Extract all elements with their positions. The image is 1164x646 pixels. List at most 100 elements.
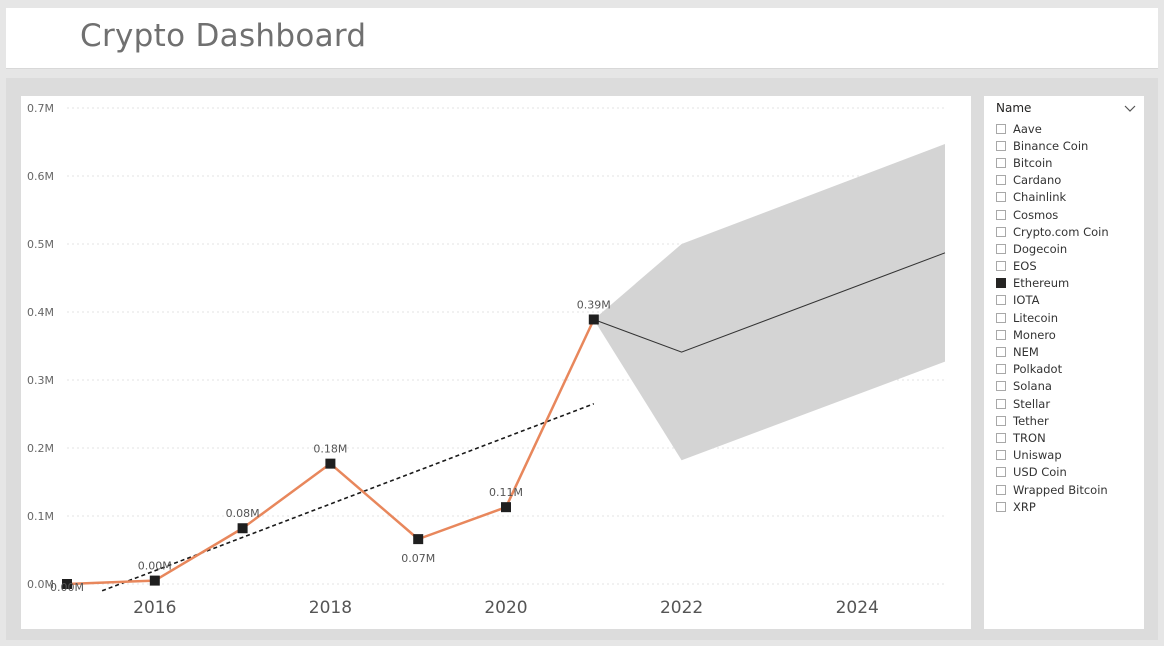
slicer-item-label: Stellar bbox=[1013, 396, 1051, 411]
checkbox[interactable] bbox=[996, 123, 1006, 134]
y-tick-label: 0.5M bbox=[27, 238, 54, 251]
data-label: 0.07M bbox=[401, 552, 435, 565]
slicer-item-label: Bitcoin bbox=[1013, 155, 1053, 170]
slicer-item-cosmos[interactable]: Cosmos bbox=[996, 206, 1144, 223]
forecast-confidence-band bbox=[593, 144, 945, 461]
slicer-item-ethereum[interactable]: Ethereum bbox=[996, 275, 1144, 292]
slicer-item-polkadot[interactable]: Polkadot bbox=[996, 361, 1144, 378]
x-tick-label: 2022 bbox=[660, 598, 703, 618]
data-label: 0.00M bbox=[50, 581, 84, 594]
data-point-marker bbox=[325, 458, 336, 469]
slicer-item-label: Aave bbox=[1013, 121, 1042, 136]
slicer-title: Name bbox=[996, 101, 1032, 115]
checkbox[interactable] bbox=[996, 484, 1006, 495]
checkbox[interactable] bbox=[996, 226, 1006, 237]
slicer-item-label: Uniswap bbox=[1013, 448, 1062, 463]
checkbox[interactable] bbox=[996, 432, 1006, 443]
data-label: 0.08M bbox=[226, 507, 260, 520]
x-tick-label: 2018 bbox=[309, 598, 352, 618]
x-tick-label: 2016 bbox=[133, 598, 176, 618]
slicer-item-xrp[interactable]: XRP bbox=[996, 498, 1144, 515]
slicer-item-label: TRON bbox=[1013, 430, 1046, 445]
slicer-list: Aave Binance Coin Bitcoin Cardano Chainlink C… bbox=[996, 120, 1144, 515]
data-point-marker bbox=[237, 523, 248, 534]
chart-svg: 0.0M 0.1M 0.2M 0.3M 0.4M 0.5M 0.6M 0.7M 2016 2018… bbox=[27, 102, 946, 618]
slicer-item-crypto-com-coin[interactable]: Crypto.com Coin bbox=[996, 223, 1144, 240]
slicer-item-label: USD Coin bbox=[1013, 465, 1067, 480]
slicer-item-chainlink[interactable]: Chainlink bbox=[996, 189, 1144, 206]
checkbox[interactable] bbox=[996, 312, 1006, 323]
checkbox[interactable] bbox=[996, 192, 1006, 203]
dashboard-title: Crypto Dashboard bbox=[80, 18, 367, 54]
checkbox[interactable] bbox=[996, 398, 1006, 409]
header-bar: Crypto Dashboard bbox=[6, 8, 1158, 69]
slicer-item-label: Cosmos bbox=[1013, 207, 1059, 222]
slicer-item-iota[interactable]: IOTA bbox=[996, 292, 1144, 309]
slicer-item-label: EOS bbox=[1013, 259, 1037, 274]
slicer-item-label: IOTA bbox=[1013, 293, 1040, 308]
x-tick-label: 2024 bbox=[836, 598, 879, 618]
x-tick-label: 2020 bbox=[484, 598, 527, 618]
y-tick-label: 0.3M bbox=[27, 374, 54, 387]
slicer-item-tether[interactable]: Tether bbox=[996, 412, 1144, 429]
checkbox[interactable] bbox=[996, 467, 1006, 478]
data-label: 0.11M bbox=[489, 486, 523, 499]
slicer-item-label: Ethereum bbox=[1013, 276, 1070, 291]
slicer-item-label: XRP bbox=[1013, 499, 1036, 514]
checkbox[interactable] bbox=[996, 364, 1006, 375]
slicer-item-label: Chainlink bbox=[1013, 190, 1067, 205]
y-tick-label: 0.0M bbox=[27, 578, 54, 591]
checkbox[interactable] bbox=[996, 157, 1006, 168]
slicer-item-cardano[interactable]: Cardano bbox=[996, 172, 1144, 189]
slicer-item-label: Litecoin bbox=[1013, 310, 1059, 325]
y-tick-label: 0.7M bbox=[27, 102, 54, 115]
data-point-marker bbox=[149, 575, 160, 586]
slicer-item-label: Polkadot bbox=[1013, 362, 1063, 377]
checkbox[interactable] bbox=[996, 415, 1006, 426]
slicer-item-label: Crypto.com Coin bbox=[1013, 224, 1109, 239]
slicer-item-label: Binance Coin bbox=[1013, 138, 1089, 153]
y-tick-label: 0.1M bbox=[27, 510, 54, 523]
forecast-line bbox=[593, 252, 946, 353]
data-point-marker bbox=[501, 502, 511, 513]
slicer-item-litecoin[interactable]: Litecoin bbox=[996, 309, 1144, 326]
slicer-item-bitcoin[interactable]: Bitcoin bbox=[996, 154, 1144, 171]
slicer-item-label: Tether bbox=[1013, 413, 1049, 428]
data-point-marker bbox=[62, 579, 72, 589]
slicer-item-tron[interactable]: TRON bbox=[996, 429, 1144, 446]
slicer-item-wrapped-bitcoin[interactable]: Wrapped Bitcoin bbox=[996, 481, 1144, 498]
checkbox[interactable] bbox=[996, 450, 1006, 461]
slicer-item-aave[interactable]: Aave bbox=[996, 120, 1144, 137]
data-label: 0.00M bbox=[138, 560, 172, 573]
line-chart-visual[interactable]: 0.0M 0.1M 0.2M 0.3M 0.4M 0.5M 0.6M 0.7M 2016 2018… bbox=[21, 96, 971, 629]
checkbox[interactable] bbox=[996, 501, 1006, 512]
checkbox[interactable] bbox=[996, 261, 1006, 272]
slicer-item-usd-coin[interactable]: USD Coin bbox=[996, 464, 1144, 481]
slicer-item-uniswap[interactable]: Uniswap bbox=[996, 447, 1144, 464]
slicer-item-monero[interactable]: Monero bbox=[996, 326, 1144, 343]
checkbox[interactable] bbox=[996, 278, 1006, 289]
checkbox[interactable] bbox=[996, 329, 1006, 340]
slicer-item-label: Monero bbox=[1013, 327, 1056, 342]
slicer-item-binance-coin[interactable]: Binance Coin bbox=[996, 137, 1144, 154]
slicer-item-eos[interactable]: EOS bbox=[996, 258, 1144, 275]
checkbox[interactable] bbox=[996, 347, 1006, 358]
y-tick-label: 0.4M bbox=[27, 306, 54, 319]
checkbox[interactable] bbox=[996, 295, 1006, 306]
slicer-header[interactable]: Name bbox=[996, 101, 1136, 117]
checkbox[interactable] bbox=[996, 243, 1006, 254]
data-label: 0.18M bbox=[313, 443, 347, 456]
name-slicer[interactable]: Name Aave Binance Coin Bitcoin Cardano Chain… bbox=[984, 96, 1144, 629]
slicer-item-stellar[interactable]: Stellar bbox=[996, 395, 1144, 412]
checkbox[interactable] bbox=[996, 381, 1006, 392]
slicer-item-label: Cardano bbox=[1013, 173, 1062, 188]
slicer-item-label: Dogecoin bbox=[1013, 241, 1068, 256]
slicer-item-nem[interactable]: NEM bbox=[996, 343, 1144, 360]
trend-line bbox=[101, 403, 595, 592]
slicer-item-solana[interactable]: Solana bbox=[996, 378, 1144, 395]
checkbox[interactable] bbox=[996, 209, 1006, 220]
checkbox[interactable] bbox=[996, 175, 1006, 186]
chevron-down-icon[interactable] bbox=[1124, 103, 1136, 113]
checkbox[interactable] bbox=[996, 140, 1006, 151]
slicer-item-dogecoin[interactable]: Dogecoin bbox=[996, 240, 1144, 257]
